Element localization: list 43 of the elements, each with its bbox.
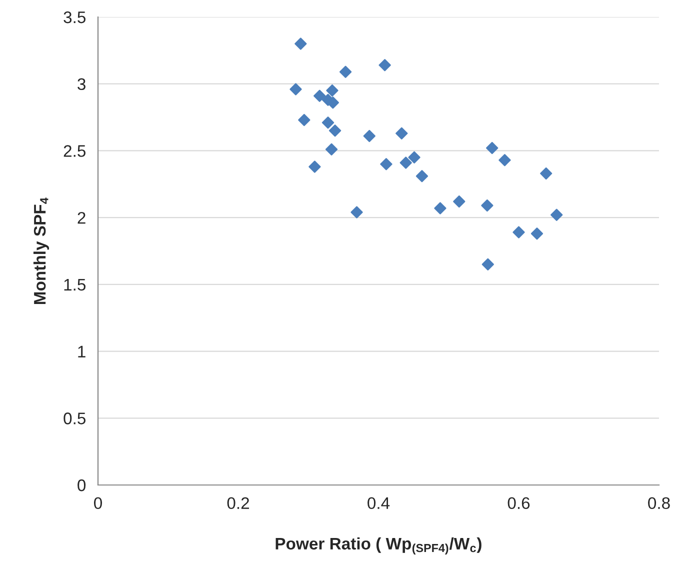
x-tick-label: 0.2	[227, 497, 249, 510]
point	[294, 38, 307, 50]
y-tick-label: 3	[78, 78, 86, 90]
point	[350, 206, 363, 218]
point	[308, 160, 321, 173]
point	[486, 142, 498, 154]
point	[325, 143, 338, 156]
x-tick-label: 0	[94, 497, 102, 510]
y-tick-label: 2	[78, 212, 86, 224]
y-tick-label: 0.5	[64, 412, 86, 424]
point	[416, 170, 428, 182]
x-tick-label: 0.8	[648, 497, 670, 510]
point	[396, 127, 408, 140]
point	[326, 84, 338, 97]
point	[498, 154, 511, 166]
point	[339, 66, 352, 78]
point	[453, 195, 466, 208]
x-tick-label: 0.6	[508, 497, 530, 510]
x-tick-label: 0.4	[368, 497, 390, 510]
y-tick-label: 1	[78, 346, 86, 358]
point	[314, 90, 326, 102]
point	[481, 199, 494, 212]
point	[378, 59, 391, 72]
point	[290, 83, 302, 96]
point	[530, 228, 544, 240]
point	[540, 167, 552, 180]
point	[512, 226, 525, 238]
point	[400, 156, 412, 169]
point	[408, 151, 420, 164]
y-tick-label: 3.5	[64, 11, 86, 24]
y-tick-label: 2.5	[64, 145, 86, 157]
x-axis-title: Power Ratio ( Wp$_{(SPF4)}$/W$_{c}$)	[276, 537, 482, 554]
point	[328, 124, 342, 137]
point	[380, 158, 392, 170]
point	[322, 116, 334, 129]
point	[550, 208, 563, 221]
point	[298, 114, 310, 126]
point	[363, 130, 376, 142]
y-axis-title: Monthly SPF$_{4}$	[33, 198, 50, 304]
point	[482, 258, 494, 270]
y-tick-label: 0	[78, 479, 86, 492]
y-tick-label: 1.5	[64, 279, 86, 291]
point	[434, 202, 446, 214]
